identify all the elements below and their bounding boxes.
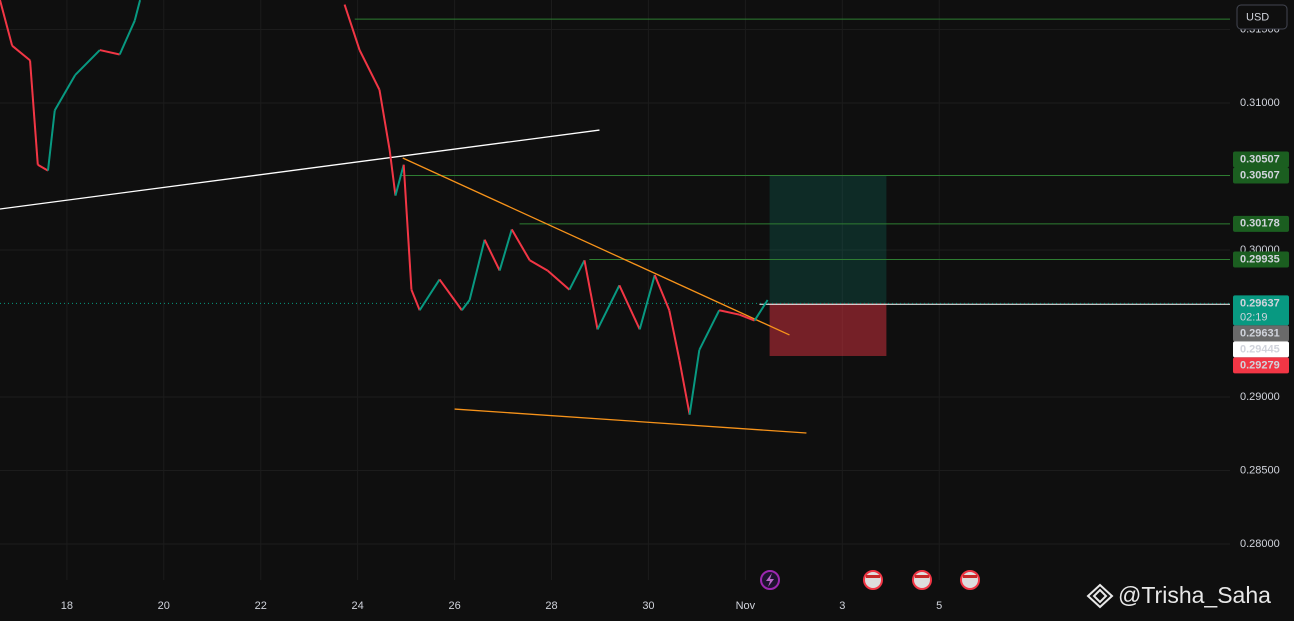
- price-segment: [37, 163, 49, 172]
- price-segment: [668, 310, 681, 361]
- price-segment: [388, 149, 397, 196]
- y-tick-label: 0.29000: [1240, 391, 1280, 403]
- price-segment: [410, 289, 421, 311]
- price-segment: [596, 284, 621, 330]
- price-segment: [739, 313, 755, 322]
- trendline: [402, 157, 790, 336]
- price-segment: [133, 0, 142, 21]
- flag-stripe: [963, 575, 977, 578]
- trendline: [0, 129, 600, 210]
- axis: 0.280000.285000.290000.300000.310000.315…: [61, 0, 1294, 621]
- price-badge: [1233, 167, 1289, 184]
- price-segment: [718, 309, 740, 316]
- price-segment: [118, 20, 136, 55]
- price-segment: [753, 299, 769, 322]
- plot: [0, 0, 1230, 434]
- price-badge: [1233, 151, 1289, 168]
- flag-stripe: [915, 575, 929, 578]
- price-badge: [1233, 251, 1289, 268]
- usd-button[interactable]: USD: [1236, 4, 1288, 30]
- price-segment: [546, 269, 571, 291]
- price-segment: [0, 0, 14, 46]
- watermark-text: @Trisha_Saha: [1118, 582, 1271, 608]
- price-badge-label: 0.30178: [1240, 218, 1280, 230]
- price-segment: [74, 49, 101, 76]
- x-tick-label: Nov: [736, 600, 756, 612]
- x-tick-label: 28: [545, 600, 557, 612]
- price-segment: [461, 299, 471, 311]
- price-segment: [688, 349, 701, 415]
- price-badge-label: 0.30507: [1240, 153, 1280, 165]
- x-tick-label: 24: [352, 600, 364, 612]
- price-segment: [498, 229, 513, 271]
- event-icon[interactable]: [912, 570, 932, 590]
- price-segment: [510, 228, 531, 261]
- price-segment: [529, 259, 549, 272]
- y-tick-label: 0.28500: [1240, 464, 1280, 476]
- grid: [0, 0, 1230, 580]
- x-tick-label: 18: [61, 600, 73, 612]
- currency[interactable]: USD: [1246, 11, 1269, 23]
- price-badge: [1233, 325, 1289, 342]
- price-segment: [99, 49, 120, 56]
- price-badge-label: 0.30507: [1240, 169, 1280, 181]
- price-segment: [678, 360, 691, 415]
- price-segment: [46, 110, 56, 171]
- price-segment: [53, 74, 76, 111]
- price-segment: [29, 60, 39, 165]
- y-tick-label: 0.28000: [1240, 538, 1280, 550]
- price-segment: [483, 239, 501, 272]
- flag-stripe: [866, 575, 880, 578]
- price-segment: [568, 259, 586, 291]
- price-segment: [418, 278, 441, 311]
- price-badge-label: 0.29631: [1240, 327, 1280, 339]
- x-tick-label: 22: [255, 600, 267, 612]
- price-segment: [11, 44, 31, 62]
- x-tick-label: 30: [642, 600, 654, 612]
- event-icon[interactable]: [863, 570, 883, 590]
- price-segment: [343, 4, 361, 51]
- price-segment: [394, 164, 405, 196]
- x-tick-label: 26: [448, 600, 460, 612]
- watermark: @Trisha_Saha: [1086, 582, 1271, 609]
- price-badge-label: 0.29637: [1240, 297, 1280, 309]
- x-tick-label: 5: [936, 600, 942, 612]
- watermark-logo: [1086, 583, 1114, 609]
- price-segment: [638, 274, 656, 330]
- price-badge-label: 0.29279: [1240, 359, 1280, 371]
- stop-zone: [769, 303, 887, 356]
- target-zone: [769, 175, 887, 304]
- x-tick-label: 3: [839, 600, 845, 612]
- price-segment: [583, 260, 599, 330]
- countdown: 02:19: [1240, 311, 1268, 323]
- price-segment: [438, 278, 463, 311]
- price-segment: [653, 274, 671, 311]
- price-badge: [1233, 295, 1289, 326]
- price-segment: [698, 309, 721, 351]
- price-segment: [358, 49, 381, 91]
- events: [760, 570, 980, 590]
- price-badge-label: 0.29935: [1240, 253, 1280, 265]
- trendline: [454, 408, 807, 434]
- price-badge-label: 0.29445: [1240, 343, 1280, 355]
- x-tick-label: 20: [158, 600, 170, 612]
- price-segment: [468, 239, 486, 301]
- price-segment: [618, 284, 641, 330]
- y-tick-label: 0.31000: [1240, 97, 1280, 109]
- price-segment: [402, 164, 413, 290]
- price-segment: [378, 89, 391, 151]
- price-badge: [1233, 215, 1289, 232]
- event-bolt: [766, 573, 774, 587]
- usd-button-box[interactable]: [1236, 4, 1288, 30]
- price-badge: [1233, 341, 1289, 358]
- price-badge: [1233, 357, 1289, 374]
- event-icon[interactable]: [960, 570, 980, 590]
